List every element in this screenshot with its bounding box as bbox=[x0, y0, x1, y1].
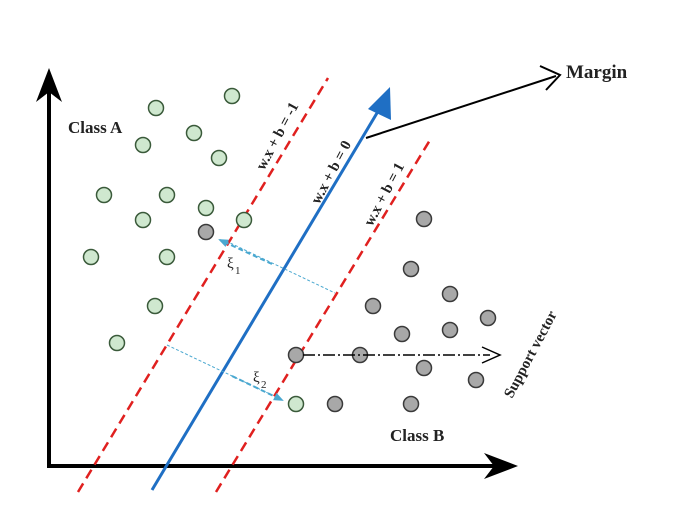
y-axis-arrowhead-icon bbox=[36, 68, 62, 102]
hyperplane-arrowhead-icon bbox=[368, 87, 391, 120]
margin-line-negative bbox=[76, 77, 330, 493]
slack-arrow-2 bbox=[231, 375, 284, 401]
class-a-point bbox=[147, 99, 165, 117]
class-b-point bbox=[402, 260, 420, 278]
slack-subscript-2: 2 bbox=[261, 379, 267, 391]
margin-label: Margin bbox=[566, 62, 628, 83]
class-b-point bbox=[197, 223, 215, 241]
class-a-point bbox=[197, 199, 215, 217]
class-b-point bbox=[415, 359, 433, 377]
class-b-point bbox=[441, 285, 459, 303]
slack-symbol-1: ξ bbox=[227, 256, 234, 272]
hyperplane-line bbox=[150, 107, 382, 491]
class-a-point bbox=[287, 395, 305, 413]
slack-symbol-2: ξ bbox=[253, 370, 260, 386]
class-a-points bbox=[82, 87, 305, 413]
equation-zero: w.x + b = 0 bbox=[308, 138, 355, 207]
class-a-point bbox=[108, 334, 126, 352]
axes bbox=[36, 68, 518, 479]
support-vector-arrowhead-icon bbox=[481, 346, 502, 364]
class-a-point bbox=[82, 248, 100, 266]
class-b-point bbox=[467, 371, 485, 389]
support-vector-label: Support vector bbox=[501, 308, 560, 401]
projection-line-1 bbox=[225, 240, 336, 294]
x-axis-arrowhead-icon bbox=[484, 453, 518, 479]
class-a-point bbox=[158, 186, 176, 204]
slack-label-2: ξ 2 bbox=[253, 370, 267, 391]
class-a-point bbox=[158, 248, 176, 266]
class-b-point bbox=[393, 325, 411, 343]
class-b-point bbox=[441, 321, 459, 339]
margin-line-positive bbox=[214, 139, 432, 493]
slack-subscript-1: 1 bbox=[235, 265, 241, 277]
margin-pointer-open-arrowhead-icon bbox=[539, 65, 562, 91]
class-b-point bbox=[415, 210, 433, 228]
slack-label-1: ξ 1 bbox=[227, 256, 241, 277]
class-a-point bbox=[134, 136, 152, 154]
class-a-point bbox=[185, 124, 203, 142]
class-b-point bbox=[364, 297, 382, 315]
class-a-point bbox=[146, 297, 164, 315]
class-a-point bbox=[210, 149, 228, 167]
class-b-point bbox=[287, 346, 305, 364]
slack-arrow-1 bbox=[218, 239, 273, 265]
margin-pointer-line bbox=[365, 75, 557, 139]
class-a-point bbox=[95, 186, 113, 204]
equation-positive: w.x + b = 1 bbox=[361, 160, 408, 229]
class-b-point bbox=[402, 395, 420, 413]
class-b-points bbox=[197, 210, 497, 413]
class-a-point bbox=[223, 87, 241, 105]
class-a-point bbox=[134, 211, 152, 229]
class-b-point bbox=[479, 309, 497, 327]
class-a-point bbox=[235, 211, 253, 229]
class-a-label: Class A bbox=[68, 118, 123, 137]
class-b-point bbox=[326, 395, 344, 413]
class-b-label: Class B bbox=[390, 426, 444, 445]
